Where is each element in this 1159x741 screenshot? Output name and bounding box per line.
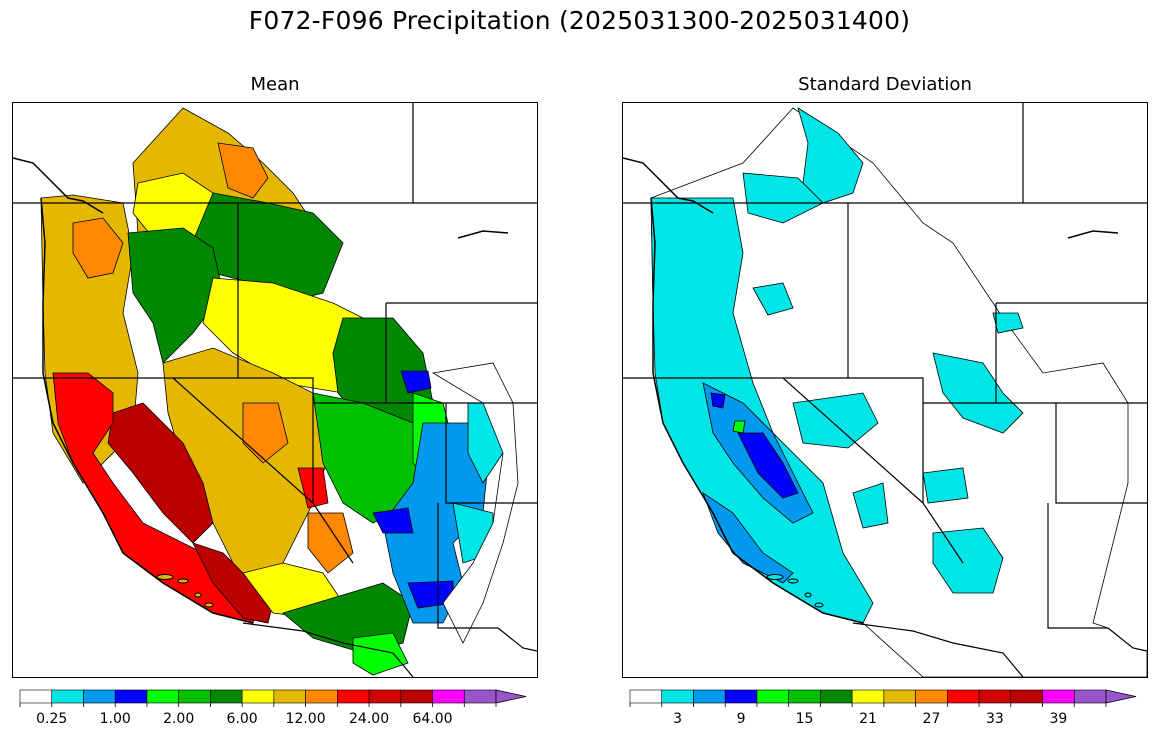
mean-panel-title: Mean xyxy=(250,74,300,95)
mean-region-orange-4 xyxy=(307,512,354,574)
colorbar-segment xyxy=(83,689,116,704)
mean-region-sierra xyxy=(107,402,214,544)
mean-region-orange-2 xyxy=(217,142,269,199)
colorbar-segment xyxy=(883,689,916,704)
colorbar-segment xyxy=(978,689,1012,704)
colorbar-segment xyxy=(1042,689,1075,704)
colorbar-tick-label: 64.00 xyxy=(412,711,452,727)
colorbar-segment xyxy=(820,689,853,704)
mean-region-idaho-green xyxy=(127,227,224,364)
stddev-region-interior-6 xyxy=(992,312,1024,334)
colorbar-segment xyxy=(1010,689,1043,704)
stddev-state-borders xyxy=(623,103,1147,677)
colorbar-segment xyxy=(337,689,370,704)
colorbar-segment xyxy=(463,689,497,704)
colorbar-segment xyxy=(661,689,694,704)
stddev-region-green-spot xyxy=(732,420,746,434)
colorbar-segment xyxy=(947,689,980,704)
colorbar-segment xyxy=(368,689,402,704)
colorbar-segment xyxy=(210,689,243,704)
mean-region-south-lightgreen xyxy=(352,632,409,676)
colorbar-segment xyxy=(400,689,433,704)
mean-state-borders xyxy=(13,103,537,677)
stddev-colorbar-svg: 3 9 15 21 27 33 39 xyxy=(629,689,1137,727)
colorbar-tick-label: 6.00 xyxy=(227,711,258,727)
colorbar-segment xyxy=(693,689,726,704)
stddev-map xyxy=(622,102,1148,678)
mean-region-orange-1 xyxy=(72,217,124,279)
mean-region-orange-3 xyxy=(242,402,289,464)
mean-region-socal-darkred xyxy=(192,542,274,624)
colorbar-extension-arrow xyxy=(495,689,527,704)
colorbar-segment xyxy=(305,689,338,704)
stddev-region-interior-2 xyxy=(792,392,879,449)
colorbar-tick-label: 2.00 xyxy=(163,711,194,727)
mean-colorbar: 0.25 1.00 2.00 6.00 12.00 24.00 64.00 xyxy=(18,689,538,734)
colorbar-tick-label: 3 xyxy=(673,711,682,727)
colorbar-segment xyxy=(724,689,758,704)
colorbar-segment xyxy=(146,689,179,704)
stddev-region-socal-blue xyxy=(702,491,794,584)
colorbar-segment xyxy=(273,689,306,704)
colorbar-segment xyxy=(178,689,211,704)
colorbar-tick-label: 24.00 xyxy=(349,711,389,727)
colorbar-extension-arrow xyxy=(1105,689,1137,704)
stddev-region-sierra-dark xyxy=(737,432,799,499)
colorbar-segment xyxy=(51,689,84,704)
colorbar-segment xyxy=(241,689,275,704)
figure-title: F072-F096 Precipitation (2025031300-2025… xyxy=(248,6,911,35)
stddev-map-svg xyxy=(623,103,1147,677)
colorbar-tick-label: 9 xyxy=(737,711,746,727)
stddev-region-north-cyan-2 xyxy=(742,172,824,224)
colorbar-tick-label: 0.25 xyxy=(36,711,67,727)
colorbar-segment xyxy=(629,689,663,704)
colorbar-tick-label: 27 xyxy=(923,711,941,727)
colorbar-tick-label: 33 xyxy=(986,711,1004,727)
colorbar-tick-label: 1.00 xyxy=(100,711,131,727)
colorbar-tick-label: 12.00 xyxy=(286,711,326,727)
stddev-coastline xyxy=(623,157,1119,624)
mean-map xyxy=(12,102,538,678)
mean-coastline xyxy=(13,157,509,624)
stddev-islands xyxy=(766,574,824,608)
stddev-region-north-cyan xyxy=(797,107,864,204)
colorbar-tick-label: 21 xyxy=(859,711,877,727)
stddev-region-interior-1 xyxy=(752,282,794,316)
mean-islands xyxy=(156,574,214,608)
mean-colorbar-svg: 0.25 1.00 2.00 6.00 12.00 24.00 64.00 xyxy=(19,689,527,727)
colorbar-segment xyxy=(851,689,885,704)
colorbar-segment xyxy=(19,689,53,704)
colorbar-segment xyxy=(788,689,821,704)
stddev-colorbar: 3 9 15 21 27 33 39 xyxy=(628,689,1148,734)
colorbar-segment xyxy=(756,689,789,704)
mean-region-blue-2 xyxy=(372,507,414,534)
colorbar-tick-label: 15 xyxy=(796,711,814,727)
mean-region-blue-1 xyxy=(400,370,432,394)
colorbar-tick-label: 39 xyxy=(1049,711,1067,727)
colorbar-segment xyxy=(1073,689,1107,704)
stddev-region-interior-3 xyxy=(932,352,1024,434)
colorbar-segment xyxy=(915,689,948,704)
colorbar-segment xyxy=(114,689,148,704)
colorbar-segment xyxy=(432,689,465,704)
mean-map-svg xyxy=(13,103,537,677)
stddev-panel-title: Standard Deviation xyxy=(798,74,972,95)
stddev-region-sierra-dark-2 xyxy=(710,392,726,409)
stddev-region-interior-7 xyxy=(852,482,889,529)
stddev-region-interior-4 xyxy=(922,467,969,504)
